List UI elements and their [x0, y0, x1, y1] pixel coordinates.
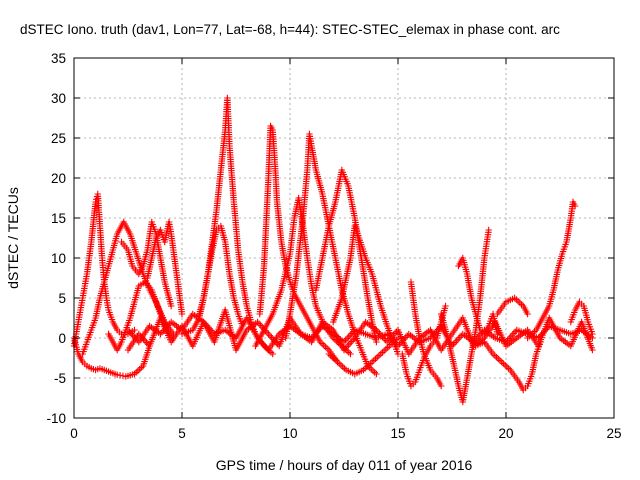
x-tick-label: 10: [282, 426, 297, 441]
data-point: [442, 302, 449, 310]
axis-ticks: [73, 57, 615, 419]
x-tick-label: 25: [606, 426, 621, 441]
series-12: [282, 130, 380, 378]
data-point: [239, 322, 246, 330]
series-19: [455, 254, 501, 338]
y-tick-labels: -10 -5 0 5 10 15 20 25 30 35: [46, 51, 66, 426]
chart-title: dSTEC Iono. truth (dav1, Lon=77, Lat=-68…: [20, 22, 560, 37]
series-15: [325, 334, 402, 378]
series-23: [567, 298, 596, 338]
y-tick-label: 20: [51, 171, 66, 186]
data-point: [438, 382, 445, 390]
plot-frame: [73, 57, 615, 419]
data-point: [537, 338, 544, 346]
x-tick-label: 0: [70, 426, 78, 441]
series-21: [494, 294, 531, 318]
series-14: [330, 222, 402, 358]
series-8: [178, 94, 276, 358]
y-tick-label: -10: [46, 411, 66, 426]
data-point: [178, 310, 186, 318]
data-point: [524, 310, 531, 318]
y-tick-label: 30: [51, 91, 66, 106]
data-point: [131, 326, 138, 334]
data-point: [394, 334, 402, 342]
data-point: [589, 346, 596, 354]
series-22: [524, 198, 579, 342]
y-tick-label: 25: [51, 131, 66, 146]
y-tick-label: 5: [58, 291, 66, 306]
series-17: [407, 278, 445, 390]
series-20: [472, 338, 544, 394]
series-4: [118, 218, 175, 310]
y-axis-label: dSTEC / TECUs: [5, 187, 21, 289]
x-axis-label: GPS time / hours of day 011 of year 2016: [216, 457, 473, 473]
grid: [74, 58, 614, 418]
data-point: [373, 338, 380, 346]
data-point: [485, 226, 492, 234]
data-point: [269, 350, 276, 358]
x-tick-label: 5: [178, 426, 186, 441]
data-point: [589, 330, 596, 338]
x-tick-label: 20: [498, 426, 513, 441]
data-point: [347, 350, 354, 358]
y-tick-label: 0: [58, 331, 66, 346]
data-point: [373, 370, 380, 378]
data-point: [571, 202, 579, 210]
x-tick-labels: 0 5 10 15 20 25: [70, 426, 621, 441]
series-18: [438, 226, 492, 406]
series-16: [399, 302, 449, 390]
x-tick-label: 15: [390, 426, 405, 441]
data-point: [494, 330, 501, 338]
series-5: [144, 218, 186, 318]
y-tick-label: -5: [54, 371, 66, 386]
y-tick-label: 15: [51, 211, 66, 226]
series-10: [256, 122, 341, 366]
data-point: [168, 302, 175, 310]
y-tick-label: 10: [51, 251, 66, 266]
y-tick-label: 35: [51, 51, 66, 66]
data-points: [70, 94, 596, 406]
series-7: [124, 306, 596, 358]
series-9: [196, 222, 246, 330]
